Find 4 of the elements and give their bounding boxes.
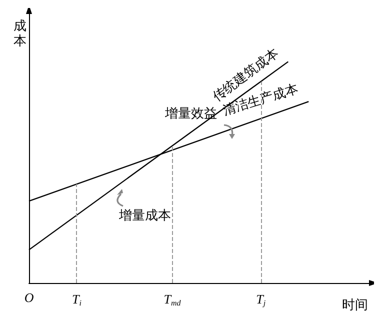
x-axis-title: 时间 [342, 298, 368, 313]
annotation: 增量成本 [118, 208, 171, 224]
x-tick-label: O [24, 290, 34, 305]
y-axis-title: 成本 [14, 19, 26, 49]
